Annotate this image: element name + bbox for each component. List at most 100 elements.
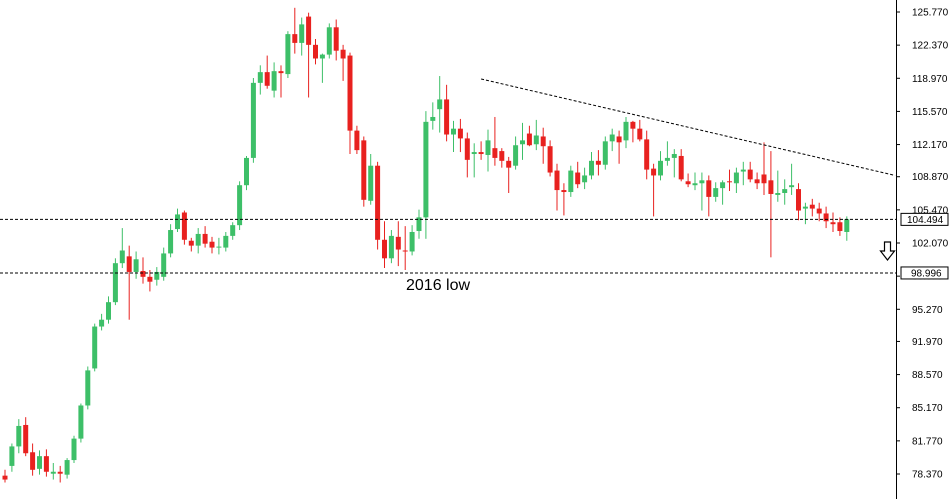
descending-trendline — [480, 78, 896, 176]
candle-down — [126, 256, 132, 272]
candle-down — [595, 160, 601, 165]
candle-down — [57, 471, 63, 474]
y-axis-ticks: 125.770 122.370 118.970 115.570 112.170 108.8… — [896, 8, 949, 481]
candle-up — [112, 263, 118, 303]
y-tick-label: 85.170 — [912, 403, 943, 414]
candle-up — [589, 160, 594, 176]
candle-up — [671, 154, 677, 158]
candle-up — [99, 319, 105, 327]
candle-down — [43, 456, 49, 472]
candle-up — [250, 82, 256, 158]
candle-up — [195, 233, 201, 246]
candle-up — [223, 235, 229, 248]
candle-up — [782, 189, 788, 193]
horizontal-levels — [0, 218, 896, 274]
candle-up — [92, 326, 98, 369]
candle-down — [333, 27, 339, 51]
y-tick-label: 118.970 — [912, 74, 948, 85]
candle-down — [402, 250, 408, 252]
current-price-tag: 104.494 — [900, 212, 949, 226]
y-tick-label: 78.370 — [912, 470, 943, 481]
candle-up — [161, 253, 167, 277]
candle-up — [133, 259, 139, 272]
candle-down — [547, 146, 553, 173]
candle-down — [361, 140, 367, 200]
y-tick-label: 108.870 — [912, 172, 949, 183]
candle-down — [754, 179, 760, 184]
candle-down — [202, 233, 208, 244]
candle-down — [444, 99, 450, 135]
candle-up — [437, 99, 443, 110]
candle-down — [561, 190, 567, 193]
candle-down — [209, 241, 215, 248]
candle-up — [368, 165, 374, 201]
candle-up — [609, 134, 615, 142]
candle-down — [23, 424, 29, 454]
candle-up — [451, 128, 456, 135]
candle-up — [471, 152, 477, 155]
candle-down — [340, 49, 346, 59]
candle-up — [582, 175, 588, 183]
candle-up — [154, 271, 160, 280]
candle-up — [664, 157, 670, 161]
candle-down — [457, 128, 463, 139]
candle-down — [616, 136, 622, 143]
candle-up — [168, 230, 174, 254]
hollow-down-arrow-icon — [879, 241, 896, 261]
candle-down — [292, 34, 298, 43]
candle-down — [761, 174, 767, 184]
candle-up — [64, 460, 70, 475]
candle-up — [257, 72, 263, 83]
y-tick-label: 102.070 — [912, 239, 949, 250]
candle-down — [630, 121, 636, 129]
candle-down — [2, 475, 8, 480]
candle-down — [464, 138, 470, 160]
candle-down — [354, 130, 360, 151]
candle-down — [499, 151, 505, 161]
y-tick-label: 88.570 — [912, 370, 943, 381]
candle-down — [837, 222, 843, 232]
y-tick-label: 125.770 — [912, 8, 949, 19]
candle-down — [30, 452, 36, 470]
support-price-tag: 98.996 — [900, 266, 949, 280]
y-tick-label: 91.970 — [912, 337, 943, 348]
candle-up — [388, 235, 394, 259]
candle-down — [347, 55, 353, 131]
y-tick-label: 112.170 — [912, 140, 948, 151]
candle-up — [416, 217, 422, 232]
candle-up — [802, 206, 808, 209]
candle-down — [644, 139, 650, 170]
candle-up — [409, 231, 415, 252]
candle-up — [119, 250, 125, 264]
candle-down — [313, 44, 318, 59]
candle-up — [244, 157, 249, 186]
candle-down — [264, 72, 270, 86]
candle-down — [382, 239, 387, 259]
candle-down — [554, 170, 560, 191]
candle-down — [278, 71, 284, 74]
candle-up — [844, 219, 850, 232]
candle-down — [747, 169, 753, 180]
y-tick-label: 115.570 — [912, 107, 948, 118]
candle-up — [692, 183, 698, 186]
y-tick-label: 105.470 — [912, 205, 949, 216]
candle-down — [830, 222, 836, 225]
support-price-label: 98.996 — [911, 268, 942, 279]
y-tick-label: 122.370 — [912, 41, 949, 52]
current-price-label: 104.494 — [907, 215, 944, 226]
candle-up — [271, 71, 277, 91]
candle-up — [775, 192, 781, 195]
candle-up — [423, 121, 429, 218]
candle-up — [485, 140, 491, 155]
candle-up — [699, 180, 705, 184]
candle-down — [651, 168, 657, 176]
candle-up — [71, 438, 77, 461]
candle-up — [533, 135, 539, 145]
candle-up — [285, 34, 291, 75]
candle-up — [106, 302, 111, 320]
candle-down — [375, 165, 381, 240]
candle-up — [568, 170, 574, 193]
candle-down — [706, 180, 712, 197]
candle-down — [492, 148, 498, 158]
